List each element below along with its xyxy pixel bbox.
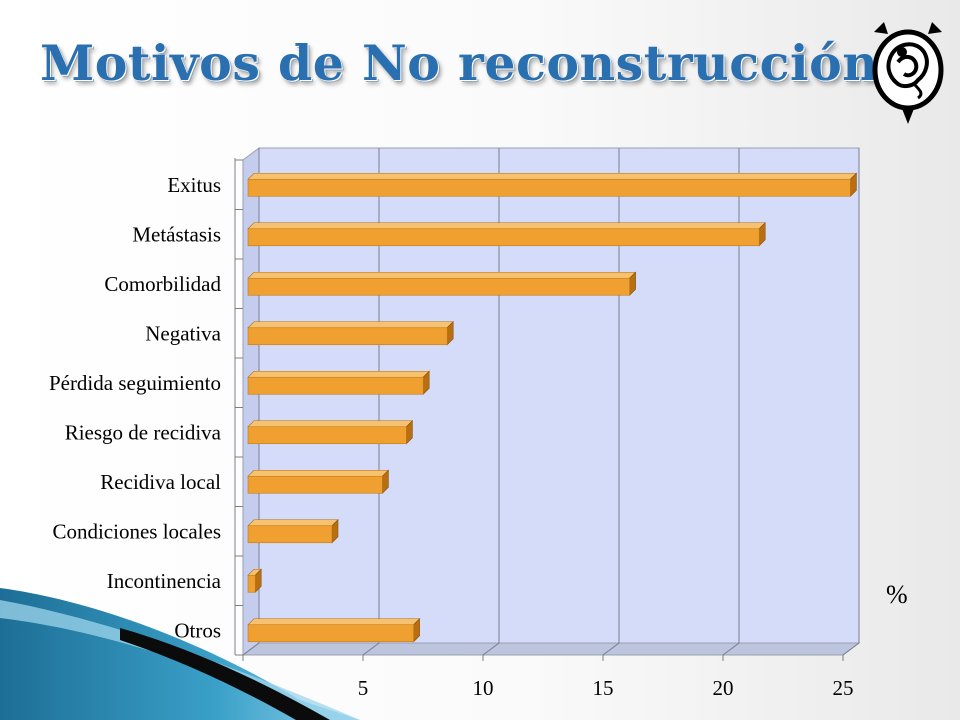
category-label-comorbilidad: Comorbilidad (104, 272, 221, 296)
category-label-negativa: Negativa (145, 321, 221, 345)
category-label-riesgo-de-recidiva: Riesgo de recidiva (65, 420, 222, 444)
bar-otros (247, 618, 421, 643)
bar-top-riesgo-de-recidiva (247, 420, 414, 428)
x-axis-unit-label: % (886, 580, 908, 609)
gridline-floor-5 (362, 642, 380, 656)
bar-front-condiciones-locales (247, 525, 333, 544)
bar-top-perdida-seguimiento (247, 370, 430, 378)
x-tick-label-5: 5 (358, 676, 369, 700)
x-tick-label-20: 20 (713, 676, 734, 700)
bar-top-recidiva-local (247, 469, 390, 477)
bar-front-metastasis (247, 228, 760, 247)
plot-floor (241, 642, 861, 656)
bar-front-recidiva-local (247, 475, 383, 494)
bar-front-otros (247, 624, 414, 643)
bars (247, 172, 858, 643)
bar-top-exitus (247, 172, 858, 180)
bar-negativa (247, 321, 454, 346)
plot-back-wall (258, 147, 860, 644)
category-label-exitus: Exitus (167, 173, 221, 197)
category-label-perdida-seguimiento: Pérdida seguimiento (49, 371, 221, 395)
category-label-metastasis: Metástasis (132, 222, 221, 246)
bar-front-comorbilidad (247, 277, 630, 296)
x-tick-label-0: 0 (238, 676, 249, 700)
bar-front-exitus (247, 178, 851, 197)
bar-top-otros (247, 618, 421, 626)
bar-top-condiciones-locales (247, 519, 339, 527)
bar-riesgo-de-recidiva (247, 420, 414, 445)
bar-metastasis (247, 222, 766, 247)
bar-recidiva-local (247, 469, 390, 494)
bar-comorbilidad (247, 271, 637, 296)
x-tick-label-25: 25 (833, 676, 854, 700)
gridline-floor-10 (482, 642, 500, 656)
category-labels: Exitus Metástasis Comorbilidad Negativa Pérd… (49, 173, 222, 643)
category-label-otros: Otros (174, 618, 221, 642)
bar-incontinencia (247, 568, 262, 593)
category-label-condiciones-locales: Condiciones locales (52, 519, 221, 543)
bar-front-riesgo-de-recidiva (247, 426, 407, 445)
x-tick-label-10: 10 (473, 676, 494, 700)
category-label-recidiva-local: Recidiva local (100, 470, 221, 494)
gridline-floor-20 (722, 642, 740, 656)
bar-top-metastasis (247, 222, 766, 230)
bar-top-comorbilidad (247, 271, 637, 279)
gridline-floor-15 (602, 642, 620, 656)
bar-exitus (247, 172, 858, 197)
slide-title: Motivos de No reconstrucción (40, 34, 879, 92)
bar-top-negativa (247, 321, 454, 329)
organization-logo-icon (872, 22, 944, 124)
category-label-incontinencia: Incontinencia (107, 569, 222, 593)
bar-condiciones-locales (247, 519, 339, 544)
bar-front-negativa (247, 327, 448, 346)
bar-front-perdida-seguimiento (247, 376, 424, 395)
bar-front-incontinencia (247, 574, 256, 593)
x-tick-label-15: 15 (593, 676, 614, 700)
bar-perdida-seguimiento (247, 370, 430, 395)
gridline-floor-25 (842, 642, 860, 656)
x-tick-labels: 0 5 10 15 20 25 (238, 676, 854, 700)
